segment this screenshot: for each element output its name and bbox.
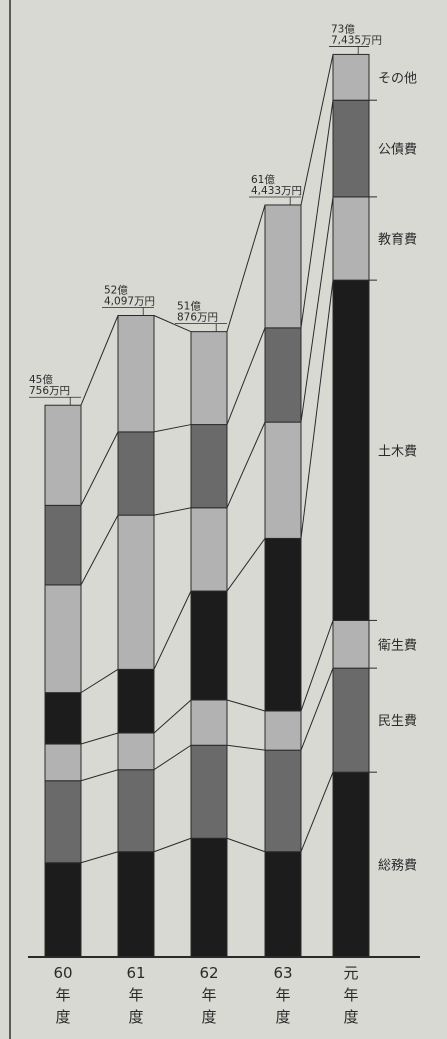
- bar-segment: [117, 769, 155, 853]
- connector-line: [226, 837, 266, 853]
- bar-total-label: 51億: [177, 300, 201, 313]
- x-tick-label: 63: [273, 964, 292, 982]
- bar-segment: [117, 431, 155, 516]
- connector-line: [153, 744, 192, 771]
- bar-segment: [264, 537, 302, 712]
- x-tick-label: 年: [275, 986, 290, 1004]
- connector-line: [226, 538, 266, 592]
- bar-segment: [117, 514, 155, 670]
- connector-line: [80, 851, 119, 864]
- connector-line: [153, 315, 192, 333]
- bar-total-label: 4,433万円: [251, 185, 302, 197]
- bar-segment: [264, 421, 302, 539]
- bar-segment: [44, 692, 82, 745]
- bar-total-label: 756万円: [29, 385, 70, 397]
- bar-segment: [44, 862, 82, 958]
- bar-segment: [190, 837, 228, 958]
- x-tick-label: 度: [55, 1008, 70, 1026]
- bar-segment: [332, 771, 370, 958]
- connector-line: [80, 514, 119, 586]
- bar-total-label: 52億: [104, 284, 128, 297]
- bar-segment: [44, 780, 82, 864]
- series-label: 衛生費: [378, 638, 417, 653]
- bar-segment: [332, 99, 370, 198]
- bar-total-label: 4,097万円: [104, 296, 155, 308]
- x-tick-label: 61: [126, 964, 145, 982]
- series-label: その他: [378, 71, 417, 86]
- bar-segment: [190, 507, 228, 592]
- bar-segment: [117, 668, 155, 734]
- series-label: 公債費: [378, 143, 417, 158]
- connector-line: [153, 507, 192, 516]
- series-label: 民生費: [378, 714, 417, 729]
- connector-line: [300, 196, 334, 423]
- bar-segment: [117, 315, 155, 433]
- bar-segment: [190, 331, 228, 426]
- bar-segment: [44, 584, 82, 694]
- connector-line: [80, 732, 119, 745]
- x-tick-label: 元: [343, 964, 358, 982]
- connector-line: [153, 699, 192, 734]
- connector-line: [80, 315, 119, 406]
- connector-line: [300, 667, 334, 751]
- bar-total-label: 73億: [331, 22, 355, 35]
- x-tick-label: 年: [55, 986, 70, 1004]
- connector-line: [300, 771, 334, 852]
- connector-line: [300, 280, 334, 539]
- connector-line: [153, 424, 192, 433]
- bar-segment: [264, 851, 302, 958]
- bar-segment: [190, 590, 228, 701]
- x-tick-label: 62: [199, 964, 218, 982]
- bar-total-label: 7,435万円: [331, 34, 382, 46]
- x-tick-label: 年: [201, 986, 216, 1004]
- bar-segment: [264, 204, 302, 329]
- bar-segment: [264, 749, 302, 853]
- connector-line: [300, 100, 334, 328]
- bar-segment: [190, 699, 228, 746]
- x-tick-label: 60: [53, 964, 72, 982]
- x-tick-label: 年: [128, 986, 143, 1004]
- bar-segment: [332, 53, 370, 101]
- x-tick-label: 度: [343, 1008, 358, 1026]
- bar-segment: [264, 327, 302, 423]
- bar-total-label: 45億: [29, 373, 53, 386]
- series-label: 教育費: [378, 232, 417, 248]
- bar-segment: [44, 743, 82, 782]
- bar-segment: [332, 619, 370, 669]
- bar-total-label: 876万円: [177, 312, 218, 324]
- bar-segment: [117, 851, 155, 958]
- connector-line: [153, 590, 192, 670]
- bar-segment: [332, 196, 370, 281]
- connector-line: [226, 327, 266, 425]
- bar-segment: [190, 744, 228, 839]
- bar-segment: [332, 279, 370, 621]
- connector-line: [80, 668, 119, 694]
- bar-segment: [190, 424, 228, 509]
- x-tick-label: 度: [128, 1008, 143, 1026]
- x-tick-label: 度: [201, 1008, 216, 1026]
- bar-segment: [44, 404, 82, 506]
- bar-segment: [264, 710, 302, 751]
- bar-segment: [332, 667, 370, 773]
- connector-line: [300, 54, 334, 206]
- bar-total-label: 61億: [251, 173, 275, 186]
- connector-line: [226, 421, 266, 508]
- connector-line: [153, 837, 192, 853]
- connector-line: [300, 620, 334, 712]
- connector-line: [80, 769, 119, 782]
- connector-line: [226, 699, 266, 712]
- connector-line: [226, 204, 266, 332]
- bar-segment: [117, 732, 155, 771]
- x-tick-label: 年: [343, 986, 358, 1004]
- series-label: 土木費: [378, 444, 417, 459]
- bar-segment: [44, 504, 82, 586]
- connector-line: [226, 744, 266, 751]
- x-tick-label: 度: [275, 1008, 290, 1026]
- connector-line: [80, 431, 119, 506]
- series-label: 総務費: [378, 859, 417, 874]
